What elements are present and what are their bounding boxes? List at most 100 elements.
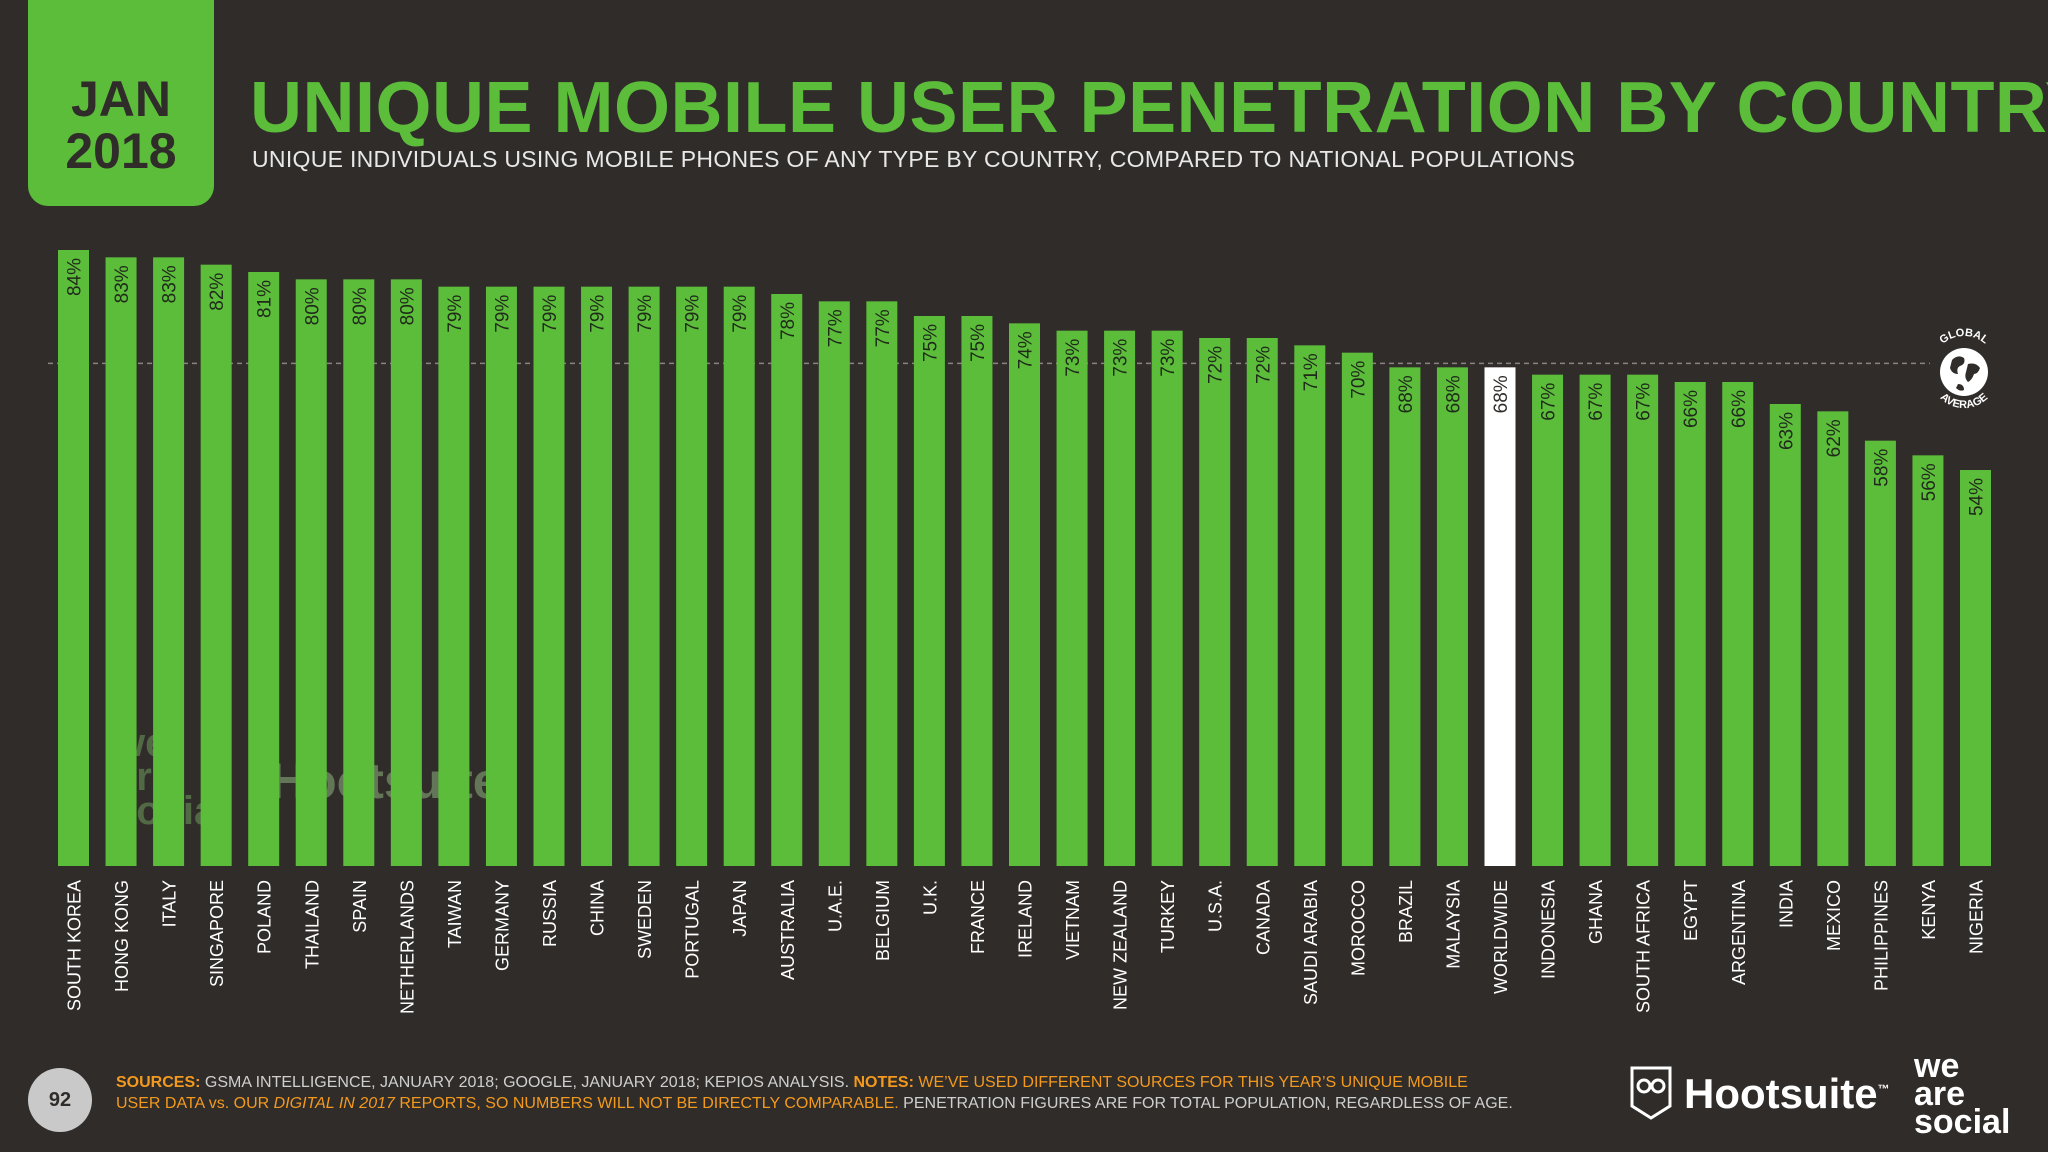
category-label: PHILIPPINES [1871, 880, 1891, 991]
value-label: 66% [1729, 390, 1750, 428]
category-label: ITALY [160, 880, 180, 927]
category-label: THAILAND [302, 880, 322, 969]
bar-australia [771, 294, 803, 866]
value-label: 74% [1016, 331, 1037, 369]
category-label: U.A.E. [825, 880, 845, 932]
owl-icon [1630, 1066, 1672, 1120]
badge-month: JAN [70, 71, 172, 127]
bar-japan [723, 286, 755, 867]
value-label: 68% [1396, 375, 1417, 413]
sources-text: GSMA INTELLIGENCE, JANUARY 2018; GOOGLE,… [200, 1074, 854, 1091]
category-label: SPAIN [350, 880, 370, 933]
category-label: SOUTH AFRICA [1634, 880, 1654, 1013]
value-label: 79% [445, 295, 466, 333]
value-label: 79% [588, 295, 609, 333]
bar-singapore [200, 264, 232, 867]
bar-worldwide [1484, 367, 1516, 866]
bar-south-korea [58, 250, 89, 866]
bar-portugal [676, 286, 708, 867]
bar-germany [485, 286, 517, 867]
category-label: NETHERLANDS [397, 880, 417, 1014]
global-average-icon: GLOBAL AVERAGE [1938, 327, 1991, 411]
category-label: POLAND [255, 880, 275, 954]
value-label: 68% [1443, 375, 1464, 413]
category-label: RUSSIA [540, 880, 560, 947]
value-label: 79% [492, 295, 513, 333]
bar-france [961, 316, 993, 866]
category-label: CHINA [588, 880, 608, 936]
category-label: TAIWAN [445, 880, 465, 948]
value-label: 73% [1063, 339, 1084, 377]
bar-indonesia [1532, 374, 1564, 866]
category-label: CANADA [1253, 880, 1273, 955]
bar-vietnam [1056, 330, 1088, 867]
bar-philippines [1864, 440, 1896, 866]
average-label: AVERAGE [1938, 391, 1990, 411]
bar-u-s-a [1199, 338, 1231, 866]
value-label: 58% [1871, 449, 1892, 487]
value-label: 79% [635, 295, 656, 333]
category-label: VIETNAM [1063, 880, 1083, 960]
value-label: 72% [1253, 346, 1274, 384]
bar-turkey [1151, 330, 1183, 867]
bar-canada [1246, 338, 1278, 866]
bar-taiwan [438, 286, 470, 867]
category-label: HONG KONG [112, 880, 132, 992]
page-number: 92 [28, 1068, 92, 1132]
category-label: TURKEY [1158, 880, 1178, 953]
value-label: 71% [1301, 353, 1322, 391]
bar-poland [248, 272, 280, 866]
bar-south-africa [1627, 374, 1659, 866]
category-label: MALAYSIA [1443, 880, 1463, 969]
value-label: 79% [540, 295, 561, 333]
bar-russia [533, 286, 565, 867]
category-label: IRELAND [1016, 880, 1036, 958]
category-label: NIGERIA [1967, 880, 1987, 954]
value-label: 83% [160, 265, 181, 303]
value-label: 83% [112, 265, 133, 303]
notes-italic: DIGITAL IN 2017 [273, 1095, 395, 1112]
value-label: 54% [1967, 478, 1988, 516]
bar-netherlands [390, 279, 422, 866]
bar-thailand [295, 279, 327, 866]
value-label: 84% [65, 258, 86, 296]
value-label: 79% [730, 295, 751, 333]
value-label: 81% [255, 280, 276, 318]
category-label: U.S.A. [1206, 880, 1226, 932]
value-label: 73% [1111, 339, 1132, 377]
value-label: 80% [397, 287, 418, 325]
bar-mexico [1817, 411, 1849, 866]
bar-ghana [1579, 374, 1611, 866]
category-label: U.K. [920, 880, 940, 915]
bar-kenya [1912, 455, 1944, 866]
category-label: GERMANY [492, 880, 512, 971]
value-label: 70% [1348, 361, 1369, 399]
value-label: 75% [920, 324, 941, 362]
value-label: 63% [1776, 412, 1797, 450]
value-label: 77% [873, 309, 894, 347]
value-label: 78% [778, 302, 799, 340]
notes-label: NOTES: [853, 1074, 914, 1091]
category-label: SAUDI ARABIA [1301, 880, 1321, 1005]
category-label: AUSTRALIA [778, 880, 798, 980]
category-label: SWEDEN [635, 880, 655, 959]
value-label: 80% [302, 287, 323, 325]
we-are-social-logo: we are social [1914, 1047, 2011, 1141]
value-label: 82% [207, 273, 228, 311]
category-label: JAPAN [730, 880, 750, 937]
value-label: 73% [1158, 339, 1179, 377]
bar-malaysia [1436, 367, 1468, 866]
value-label: 56% [1919, 463, 1940, 501]
value-label: 80% [350, 287, 371, 325]
notes-text-2: REPORTS, SO NUMBERS WILL NOT BE DIRECTLY… [394, 1095, 899, 1112]
value-label: 79% [683, 295, 704, 333]
page-title: UNIQUE MOBILE USER PENETRATION BY COUNTR… [250, 68, 2048, 148]
notes-text-3: PENETRATION FIGURES ARE FOR TOTAL POPULA… [898, 1095, 1513, 1112]
page-subtitle: UNIQUE INDIVIDUALS USING MOBILE PHONES O… [252, 146, 1576, 172]
sources-label: SOURCES: [116, 1074, 201, 1091]
value-label: 68% [1491, 375, 1512, 413]
value-label: 75% [968, 324, 989, 362]
hootsuite-wordmark: Hootsuite™ [1684, 1070, 1890, 1117]
bar-u-k [913, 316, 945, 866]
bar-saudi-arabia [1294, 345, 1326, 866]
